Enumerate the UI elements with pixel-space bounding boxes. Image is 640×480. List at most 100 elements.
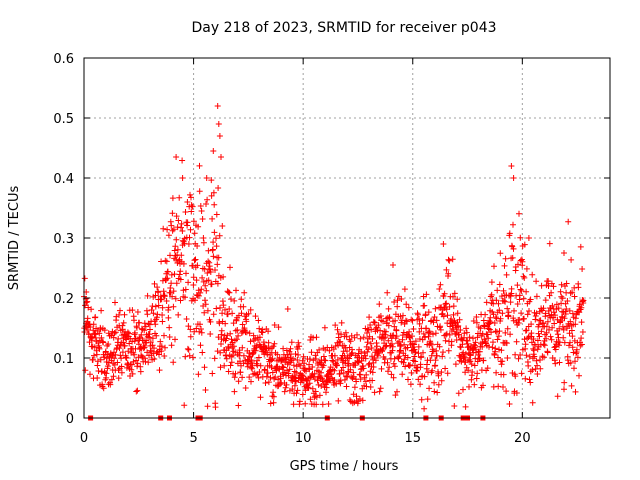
data-point (221, 362, 228, 369)
data-point (376, 301, 383, 308)
data-point (536, 333, 543, 340)
data-point (490, 339, 496, 346)
data-point (520, 273, 527, 280)
data-point (533, 293, 540, 300)
data-point (163, 298, 170, 304)
data-point (368, 326, 375, 333)
data-point (222, 320, 229, 327)
data-point (470, 318, 477, 324)
data-point (518, 370, 525, 377)
data-point (342, 329, 349, 336)
data-point (426, 330, 433, 337)
data-point (281, 388, 288, 395)
data-point (87, 371, 93, 378)
data-point (202, 297, 208, 304)
data-point (514, 282, 521, 289)
data-point (147, 339, 154, 346)
data-point (124, 329, 131, 336)
data-point (394, 303, 401, 310)
data-point (542, 310, 549, 317)
data-point (429, 367, 436, 374)
data-point (385, 322, 392, 329)
data-point (488, 291, 495, 298)
data-point (417, 381, 424, 388)
data-point (162, 257, 169, 264)
data-point (574, 354, 581, 361)
data-point (577, 243, 584, 250)
data-point (190, 274, 197, 281)
data-point (509, 254, 516, 261)
data-point (454, 310, 461, 317)
data-point (219, 223, 226, 229)
data-point (322, 357, 329, 364)
data-point (463, 325, 470, 332)
data-point (541, 354, 547, 361)
data-point (265, 339, 272, 346)
data-point (444, 370, 451, 377)
data-point (405, 304, 412, 311)
data-point (561, 386, 567, 393)
data-point (358, 348, 365, 355)
data-point (265, 379, 272, 386)
data-point (168, 280, 175, 287)
data-point (507, 331, 514, 338)
data-point (575, 284, 582, 291)
data-point (544, 318, 551, 325)
data-point (233, 336, 240, 343)
data-point (558, 281, 565, 288)
data-point (416, 320, 423, 327)
data-point (392, 392, 399, 399)
data-point (364, 348, 371, 355)
data-point (260, 339, 267, 346)
data-point (450, 303, 457, 310)
data-point (504, 355, 511, 361)
data-point-peak (173, 154, 180, 160)
data-point (185, 323, 192, 330)
data-point (381, 356, 388, 362)
data-point (252, 313, 259, 320)
data-point (158, 296, 165, 303)
data-point (446, 331, 453, 338)
data-point (234, 327, 241, 333)
data-point (503, 340, 510, 347)
y-tick-label: 0.3 (53, 232, 74, 247)
data-point (208, 177, 215, 184)
data-point (93, 351, 100, 358)
data-point (213, 235, 219, 242)
data-point (211, 229, 218, 236)
data-point (417, 361, 424, 368)
data-point (183, 316, 190, 322)
data-point (568, 327, 575, 334)
data-point (168, 222, 175, 229)
data-point (241, 289, 248, 296)
data-point (309, 364, 316, 370)
data-point (411, 353, 418, 360)
data-point (126, 330, 132, 337)
data-point (158, 343, 165, 350)
data-point (220, 302, 227, 309)
data-point (129, 338, 136, 345)
data-point (347, 338, 354, 345)
data-point (129, 370, 136, 377)
data-point (571, 365, 577, 372)
data-point (290, 401, 297, 408)
data-point (227, 264, 233, 271)
data-point (294, 357, 301, 363)
data-point (402, 317, 409, 324)
data-point (262, 380, 269, 386)
data-point (540, 305, 547, 312)
data-point (450, 293, 456, 300)
data-point (455, 322, 462, 329)
data-point (115, 335, 122, 342)
data-point (495, 300, 502, 307)
data-point (561, 315, 568, 322)
data-point (516, 292, 523, 299)
data-point (464, 337, 471, 344)
data-point (372, 357, 379, 364)
data-point (275, 324, 282, 331)
data-point (300, 353, 307, 360)
data-point (295, 351, 302, 358)
data-point (552, 346, 559, 353)
data-point (201, 309, 208, 316)
data-point (111, 330, 118, 337)
